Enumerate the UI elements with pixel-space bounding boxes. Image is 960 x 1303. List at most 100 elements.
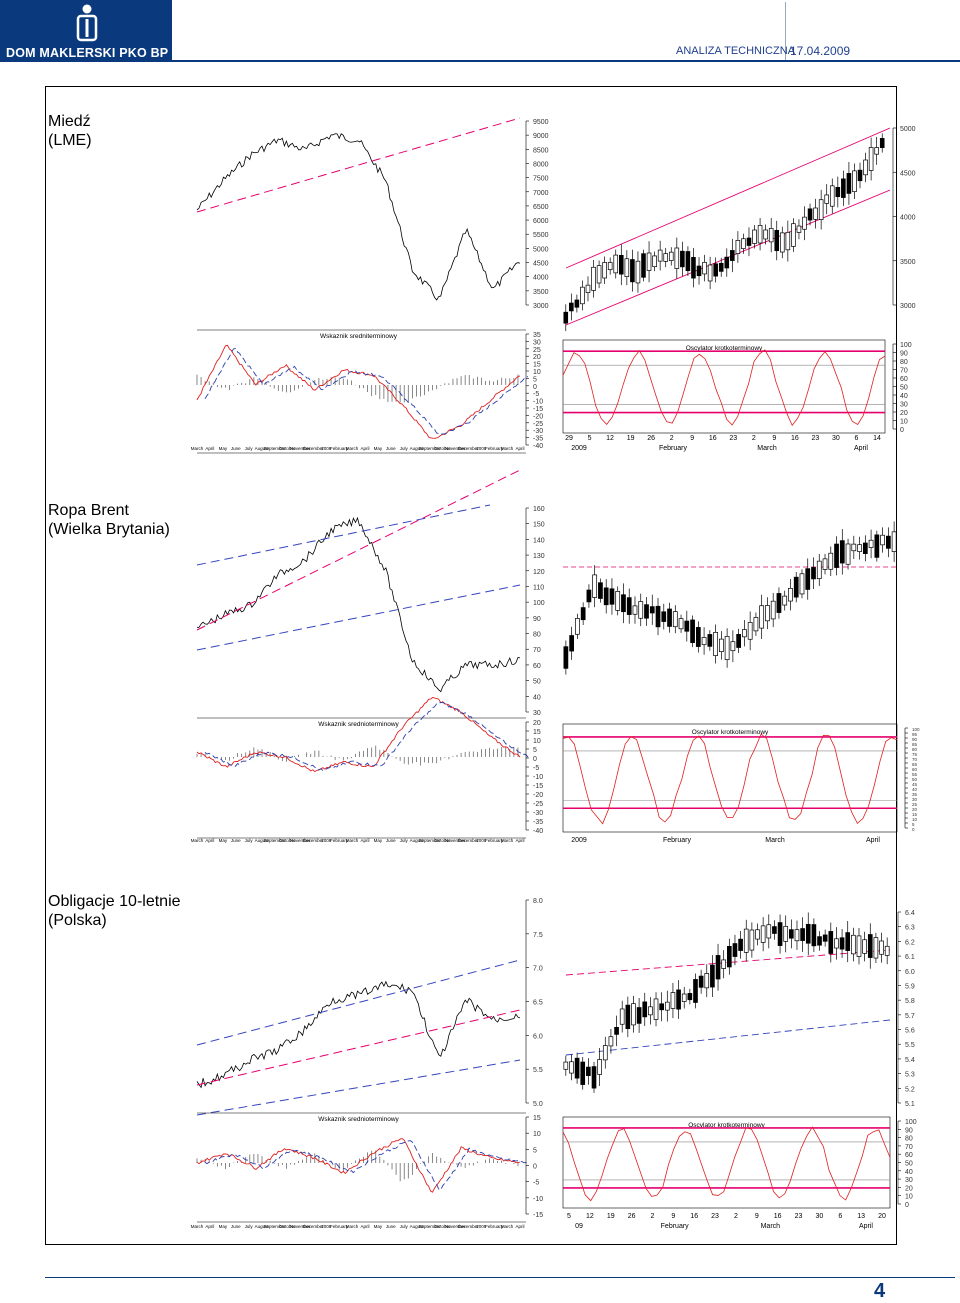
month-label: April <box>360 446 369 451</box>
trend-line <box>196 469 521 631</box>
candle-body <box>811 924 817 947</box>
day-label: 23 <box>729 435 737 442</box>
price-axis-label: 6.0 <box>533 1033 543 1040</box>
candle-body <box>765 605 770 622</box>
candle-body <box>857 169 863 182</box>
oscillator-title: Oscylator krotkoterminowy <box>686 345 763 352</box>
candle-body <box>632 605 638 615</box>
month-label: September <box>419 1224 442 1229</box>
price-axis-label: 150 <box>533 522 545 529</box>
month-label: December <box>303 1224 324 1229</box>
candle-month-label: 09 <box>575 1223 583 1230</box>
candle-body <box>580 1061 586 1085</box>
candle-body <box>749 929 755 951</box>
candle-body <box>563 1061 569 1070</box>
candle-body <box>851 543 857 552</box>
candle-body <box>851 934 856 955</box>
oscillator-axis-label: 45 <box>912 782 918 787</box>
month-label: February <box>330 1224 349 1229</box>
candle-body <box>862 939 867 954</box>
candle-body <box>642 1001 648 1018</box>
month-label: April <box>205 446 214 451</box>
month-label: September <box>264 838 287 843</box>
macd-axis-label: -40 <box>533 443 543 450</box>
candle-month-label: April <box>859 1223 873 1230</box>
day-label: 6 <box>838 1213 842 1220</box>
month-label: 2009 <box>476 1224 487 1229</box>
candle-body <box>828 931 834 954</box>
candle-body <box>839 540 845 564</box>
month-label: March <box>191 1224 204 1229</box>
price-line <box>196 133 521 301</box>
candle-body <box>609 588 615 605</box>
candle-body <box>681 993 687 1002</box>
price-axis-label: 6000 <box>533 218 549 225</box>
day-label: 30 <box>816 1213 824 1220</box>
day-label: 16 <box>690 1213 698 1220</box>
candle-body <box>879 138 885 148</box>
candle-body <box>635 260 641 284</box>
day-label: 9 <box>690 435 694 442</box>
day-label: 16 <box>774 1213 782 1220</box>
month-label: 2009 <box>476 446 487 451</box>
macd-axis-label: -25 <box>533 801 543 808</box>
price-axis-label: 9500 <box>533 119 549 126</box>
oscillator-axis-label: 85 <box>912 742 918 747</box>
day-label: 2 <box>752 435 756 442</box>
candle-body <box>685 251 691 272</box>
candle-body <box>702 261 707 275</box>
macd-axis-label: -20 <box>533 413 543 420</box>
price-axis-label: 100 <box>533 600 545 607</box>
candle-price-axis-label: 5.5 <box>905 1042 915 1049</box>
candle-body <box>563 646 569 669</box>
price-axis-label: 5000 <box>533 246 549 253</box>
candle-price-axis-label: 6.0 <box>905 969 915 976</box>
oscillator-axis-label: 15 <box>912 812 918 817</box>
month-label: April <box>360 1224 369 1229</box>
header-separator <box>785 2 786 60</box>
candle-month-label: April <box>866 837 880 844</box>
candle-month-label: April <box>854 445 868 452</box>
candle-body <box>839 937 845 950</box>
candle-price-axis-label: 4000 <box>900 215 916 222</box>
candle-body <box>598 582 603 599</box>
price-axis-label: 90 <box>533 616 541 623</box>
macd-title: Wskaznik srednioterminowy <box>318 1116 399 1123</box>
candle-body <box>585 284 591 293</box>
day-label: 2 <box>734 1213 738 1220</box>
day-label: 16 <box>709 435 717 442</box>
oscillator-axis-label: 55 <box>912 772 918 777</box>
candle-body <box>664 1001 670 1011</box>
candle-body <box>724 256 730 269</box>
price-axis-label: 5.0 <box>533 1101 543 1108</box>
candle-price-axis-label: 6.1 <box>905 954 915 961</box>
oscillator-axis-label: 50 <box>900 385 908 392</box>
oscillator-frame <box>562 339 886 434</box>
day-label: 12 <box>606 435 614 442</box>
candle-price-axis-label: 5000 <box>900 126 916 133</box>
candle-body <box>626 597 632 615</box>
month-label: March <box>346 1224 359 1229</box>
day-label: 19 <box>607 1213 615 1220</box>
macd-axis-label: -35 <box>533 436 543 443</box>
candle-body <box>863 159 868 176</box>
month-label: September <box>419 446 442 451</box>
candle-price-axis-label: 5.2 <box>905 1086 915 1093</box>
candle-body <box>602 262 607 279</box>
candle-body <box>834 543 839 568</box>
macd-axis-label: -10 <box>533 1196 543 1203</box>
candle-body <box>597 1059 602 1075</box>
candle-price-axis-label: 5.9 <box>905 983 915 990</box>
candle-body <box>730 641 736 652</box>
price-axis-label: 8500 <box>533 147 549 154</box>
candle-body <box>742 629 747 638</box>
oscillator-axis-label: 60 <box>905 1152 913 1159</box>
candle-body <box>574 1057 580 1079</box>
oscillator-axis-label: 70 <box>912 757 918 762</box>
candle-body <box>586 1066 591 1076</box>
candle-body <box>738 938 743 951</box>
candle-body <box>707 264 713 282</box>
candle-body <box>603 587 609 606</box>
candle-month-label: February <box>659 445 688 452</box>
